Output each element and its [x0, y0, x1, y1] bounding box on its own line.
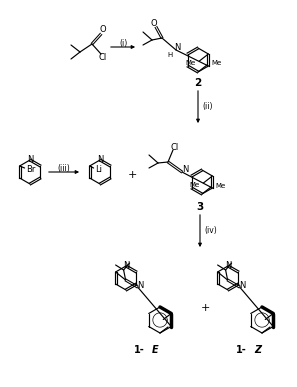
Text: (i): (i): [119, 39, 127, 48]
Text: N: N: [97, 156, 103, 164]
Text: (ii): (ii): [202, 103, 212, 111]
Text: Me: Me: [215, 183, 225, 189]
Text: N: N: [174, 43, 180, 53]
Text: 1-: 1-: [134, 345, 145, 355]
Text: (iii): (iii): [58, 164, 70, 173]
Text: Me: Me: [211, 60, 221, 66]
Text: E: E: [152, 345, 159, 355]
Text: N: N: [123, 262, 129, 271]
Text: N: N: [27, 156, 33, 164]
Text: N: N: [225, 262, 231, 271]
Text: +: +: [200, 303, 210, 313]
Text: 3: 3: [196, 202, 204, 212]
Text: O: O: [151, 19, 157, 27]
Text: O: O: [100, 26, 106, 34]
Text: Li: Li: [96, 164, 102, 173]
Text: Cl: Cl: [171, 142, 179, 151]
Text: Me: Me: [189, 182, 199, 188]
Text: Z: Z: [254, 345, 261, 355]
Text: N: N: [182, 166, 188, 175]
Text: Cl: Cl: [99, 53, 107, 62]
Text: +: +: [127, 170, 137, 180]
Text: 2: 2: [194, 78, 202, 88]
Text: N: N: [138, 281, 144, 291]
Text: Br: Br: [27, 164, 36, 173]
Text: (iv): (iv): [204, 226, 217, 236]
Text: H: H: [168, 52, 173, 58]
Text: Me: Me: [185, 60, 195, 66]
Text: 1-: 1-: [236, 345, 247, 355]
Text: N: N: [239, 281, 246, 291]
